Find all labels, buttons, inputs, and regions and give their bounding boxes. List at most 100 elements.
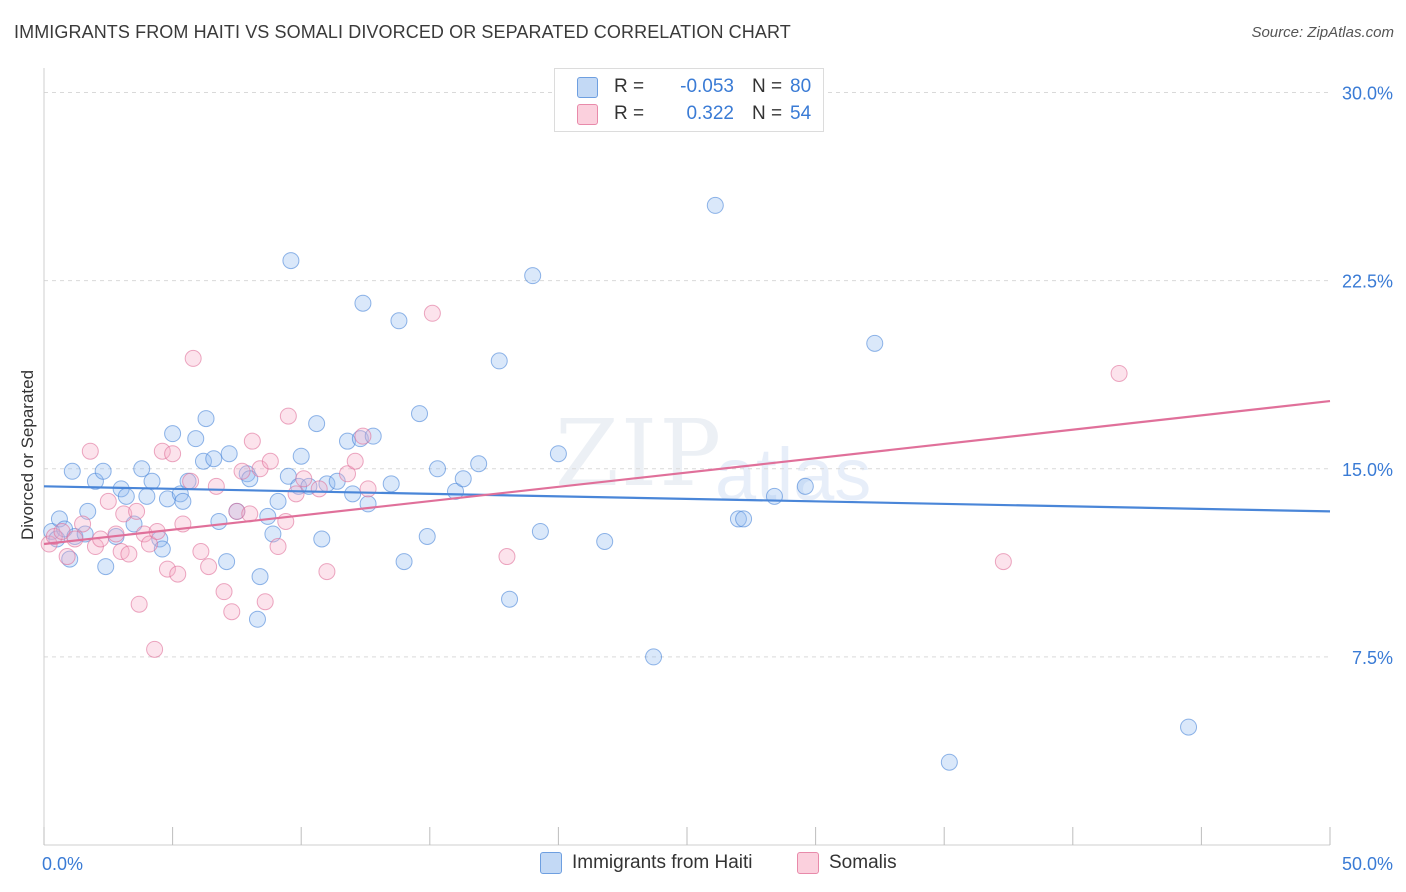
haiti-point [765,487,783,505]
haiti-point [470,455,488,473]
r-label: R = [614,76,645,97]
haiti-point [351,430,369,448]
somalis-point [228,502,246,520]
haiti-point [390,312,408,330]
haiti-point [143,472,161,490]
somalis-point [223,603,241,621]
somalis-point [338,465,356,483]
y-tick-label: 22.5% [1342,272,1393,292]
somalis-point [146,640,164,658]
haiti-point [411,405,429,423]
somalis-point [215,583,233,601]
somalis-point [423,304,441,322]
somalis-trend-line [43,399,1331,546]
haiti-point [645,648,663,666]
haiti-point [251,568,269,586]
y-tick-label: 15.0% [1342,460,1393,480]
somalis-point [207,477,225,495]
somalis-point [164,445,182,463]
haiti-point [292,447,310,465]
somalis-swatch [577,103,598,125]
haiti-point [117,487,135,505]
haiti-point [125,515,143,533]
haiti-point [259,507,277,525]
haiti-point [940,753,958,771]
haiti-point [364,427,382,445]
somalis-point [1110,364,1128,382]
somalis-point [269,538,287,556]
somalis-point [318,563,336,581]
legend-item-somalis[interactable]: Somalis [797,852,897,874]
somalis-point [243,432,261,450]
somalis-point [140,535,158,553]
haiti-point [63,462,81,480]
haiti-point [187,430,205,448]
haiti-point [531,522,549,540]
haiti-point [138,487,156,505]
haiti-point [61,550,79,568]
haiti-point [429,460,447,478]
haiti-point [418,527,436,545]
haiti-point [248,610,266,628]
haiti-point [205,450,223,468]
somalis-point [261,452,279,470]
haiti-point [269,492,287,510]
somalis-point [233,462,251,480]
somalis-point [115,505,133,523]
haiti-point [220,445,238,463]
somalis-point [354,427,372,445]
r-value: -0.053 [680,76,734,97]
somalis-point [295,470,313,488]
r-label: R = [614,103,645,124]
y-axis-label: Divorced or Separated [18,369,37,541]
chart-title: IMMIGRANTS FROM HAITI VS SOMALI DIVORCED… [14,22,791,42]
haiti-point [524,267,542,285]
somalis-point [120,545,138,563]
haiti-point [153,540,171,558]
haiti-point [218,553,236,571]
haiti-trend-line [43,485,1331,513]
haiti-point [308,415,326,433]
n-value: 54 [790,103,812,124]
legend-row-somalis: R = 0.322 N = 54 [577,101,811,127]
somalis-point [287,485,305,503]
somalis-point [158,560,176,578]
haiti-point [338,432,356,450]
correlation-legend: R = -0.053 N = 80 R = 0.322 N = 54 [554,68,824,132]
haiti-point [866,334,884,352]
haiti-point [729,510,747,528]
haiti-swatch [577,76,598,98]
somalis-point [53,522,71,540]
somalis-point [130,595,148,613]
haiti-point [174,492,192,510]
somalis-point [279,407,297,425]
haiti-point [164,425,182,443]
haiti-point [796,477,814,495]
haiti-point [50,510,68,528]
somalis-point [99,492,117,510]
haiti-point [282,252,300,270]
haiti-point [395,553,413,571]
haiti-point [490,352,508,370]
haiti-point [344,485,362,503]
somalis-point [128,502,146,520]
somalis-point [182,472,200,490]
somalis-point [107,525,125,543]
somalis-legend-swatch [797,852,819,874]
haiti-point [596,533,614,551]
haiti-point [210,512,228,530]
haiti-point [706,196,724,214]
r-value: 0.322 [686,103,734,124]
legend-item-haiti[interactable]: Immigrants from Haiti [540,852,753,874]
somalis-point [200,558,218,576]
haiti-point [549,445,567,463]
somalis-point [498,548,516,566]
x-tick-label: 50.0% [1342,854,1393,874]
haiti-point [194,452,212,470]
y-tick-label: 7.5% [1352,648,1393,668]
haiti-point [133,460,151,478]
somalis-point [310,480,328,498]
somalis-point [169,565,187,583]
n-label: N = [752,103,783,124]
